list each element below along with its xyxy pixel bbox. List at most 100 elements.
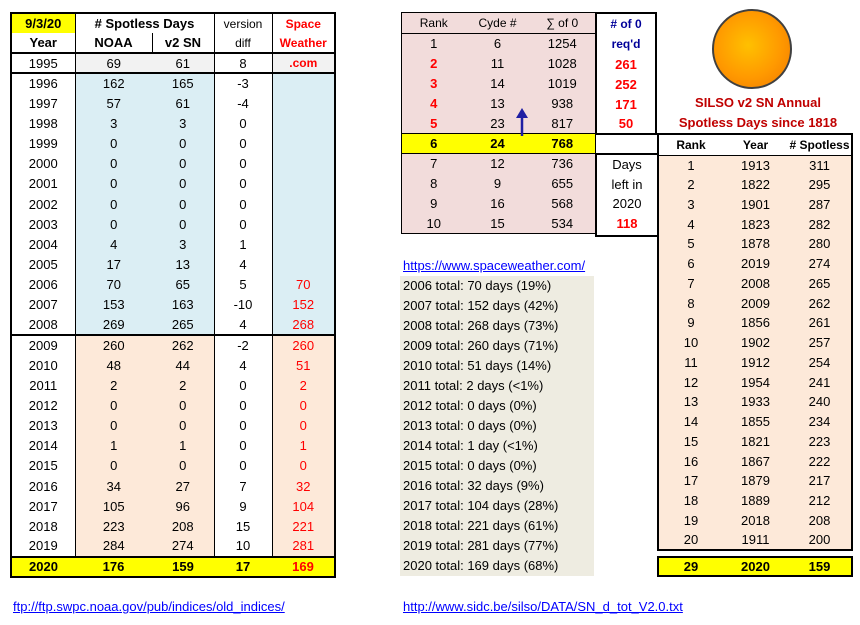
table-row: 2001 0 0 0 bbox=[11, 173, 335, 194]
table-row: 1997 57 61 -4 bbox=[11, 93, 335, 114]
weather-header: Weather bbox=[272, 33, 335, 54]
reqd-header: req'd bbox=[611, 37, 641, 51]
total-line: 2018 total: 221 days (61%) bbox=[403, 518, 559, 533]
table-row: 2016 34 27 7 32 bbox=[11, 475, 335, 497]
silso-year-cell: 1933 bbox=[741, 394, 770, 410]
total-line: 2013 total: 0 days (0%) bbox=[403, 418, 537, 433]
cycle-row: 7 12 736 bbox=[401, 153, 596, 174]
cycle-rank-cell: 2 bbox=[430, 56, 438, 71]
version-header: version bbox=[214, 13, 273, 33]
v2-cell: 0 bbox=[152, 395, 215, 416]
silso-rank-cell: 18 bbox=[683, 493, 699, 509]
noaa-cell: 0 bbox=[75, 193, 152, 215]
total-line: 2008 total: 268 days (73%) bbox=[403, 318, 559, 333]
silso-year-cell: 1889 bbox=[741, 493, 770, 509]
total-line: 2019 total: 281 days (77%) bbox=[403, 538, 559, 553]
silso-year-cell: 1912 bbox=[741, 354, 770, 370]
current-rank: 29 bbox=[683, 559, 699, 574]
silso-spotless-cell: 262 bbox=[808, 295, 831, 311]
year-cell: 2009 bbox=[11, 333, 76, 356]
diff-cell: 0 bbox=[214, 113, 273, 134]
cycle-row: 9 16 568 bbox=[401, 193, 596, 214]
diff-cell: 0 bbox=[214, 395, 273, 416]
cycle-row: 3 14 1019 bbox=[401, 73, 596, 94]
cycle-number-cell: 11 bbox=[490, 56, 505, 71]
silso-rank-cell: 3 bbox=[687, 196, 695, 212]
total-noaa-cell: 176 bbox=[75, 555, 152, 577]
cycle-rank-table: Rank Cyde # ∑ of 0 1 6 1254 2 11 1028 3 14 1019 4 13 9… bbox=[401, 12, 596, 234]
noaa-cell: 0 bbox=[75, 173, 152, 194]
space-weather-cell: .com bbox=[272, 53, 335, 75]
silso-row: 3 1901 287 bbox=[658, 194, 852, 215]
noaa-cell: 2 bbox=[75, 375, 152, 396]
silso-year-cell: 1867 bbox=[741, 453, 770, 469]
reqd-value-cell: 261 bbox=[615, 56, 637, 72]
required-days-table: # of 0 req'd 261 252 171 50 bbox=[595, 12, 657, 135]
req-row: 252 bbox=[596, 74, 656, 94]
silso-rank-cell: 9 bbox=[687, 315, 695, 331]
year-cell: 1998 bbox=[11, 113, 76, 134]
silso-spotless-cell: 280 bbox=[808, 236, 831, 252]
cycle-rank-cell: 6 bbox=[401, 133, 466, 154]
space-weather-cell bbox=[272, 133, 335, 154]
up-arrow-icon bbox=[515, 108, 529, 138]
silso-header-row: Rank Year # Spotless bbox=[658, 134, 852, 156]
year-cell: 2017 bbox=[11, 496, 76, 517]
silso-year-cell: 1879 bbox=[741, 473, 770, 489]
silso-row: 8 2009 262 bbox=[658, 293, 852, 313]
silso-title-line2: Spotless Days since 1818 bbox=[678, 115, 838, 130]
table-row: 2000 0 0 0 bbox=[11, 153, 335, 174]
space-weather-cell: 281 bbox=[272, 536, 335, 557]
space-weather-cell bbox=[272, 73, 335, 94]
year-cell: 2002 bbox=[11, 193, 76, 215]
diff-cell: 4 bbox=[214, 314, 273, 335]
silso-spotless-cell: 254 bbox=[808, 354, 831, 370]
v2-header: v2 SN bbox=[152, 33, 215, 54]
table-row: 2012 0 0 0 0 bbox=[11, 395, 335, 416]
v2-cell: 0 bbox=[152, 153, 215, 174]
cycle-row: 5 23 817 bbox=[401, 113, 596, 134]
table-row: 1995 69 61 8 .com bbox=[11, 53, 335, 75]
header-row-2: Year NOAA v2 SN diff Weather bbox=[11, 33, 335, 54]
silso-row: 9 1856 261 bbox=[658, 313, 852, 333]
noaa-cell: 0 bbox=[75, 415, 152, 436]
noaa-cell: 48 bbox=[75, 355, 152, 376]
silso-spotless-cell: 217 bbox=[808, 473, 831, 489]
noaa-cell: 1 bbox=[75, 435, 152, 456]
silso-rank-cell: 14 bbox=[683, 414, 699, 430]
year-cell: 2019 bbox=[11, 536, 76, 557]
cycle-sum-cell: 1254 bbox=[547, 36, 577, 52]
space-weather-cell: 51 bbox=[272, 355, 335, 376]
totals-list: 2006 total: 70 days (19%) 2007 total: 152… bbox=[400, 276, 594, 576]
sidc-link[interactable]: http://www.sidc.be/silso/DATA/SN_d_tot_V… bbox=[403, 599, 683, 614]
silso-rank-cell: 5 bbox=[687, 236, 695, 252]
space-weather-cell bbox=[272, 214, 335, 235]
noaa-cell: 34 bbox=[75, 475, 152, 497]
noaa-cell: 70 bbox=[75, 274, 152, 295]
cycle-rank-cell: 4 bbox=[430, 96, 438, 111]
silso-row: 16 1867 222 bbox=[658, 451, 852, 471]
days-left-label-2: left in bbox=[611, 176, 643, 192]
silso-row: 1 1913 311 bbox=[658, 155, 852, 175]
total-line: 2014 total: 1 day (<1%) bbox=[403, 438, 538, 453]
diff-cell: 1 bbox=[214, 234, 273, 255]
cycle-number-cell: 15 bbox=[490, 215, 505, 231]
noaa-ftp-link[interactable]: ftp://ftp.swpc.noaa.gov/pub/indices/old_… bbox=[13, 599, 285, 614]
diff-cell: 15 bbox=[214, 516, 273, 537]
cycle-row: 8 9 655 bbox=[401, 173, 596, 194]
v2-cell: 274 bbox=[152, 536, 215, 557]
spaceweather-link[interactable]: https://www.spaceweather.com/ bbox=[403, 258, 586, 273]
req-row: 171 bbox=[596, 94, 656, 114]
cycle-sum-cell: 1019 bbox=[547, 76, 577, 91]
silso-row: 6 2019 274 bbox=[658, 253, 852, 274]
diff-cell: 10 bbox=[214, 536, 273, 557]
space-weather-cell: 104 bbox=[272, 496, 335, 517]
total-line: 2009 total: 260 days (71%) bbox=[403, 338, 559, 353]
days-left-box: Days left in 2020 118 bbox=[595, 153, 659, 237]
silso-year-cell: 2008 bbox=[741, 275, 770, 291]
space-weather-cell: 2 bbox=[272, 375, 335, 396]
table-row: 2004 4 3 1 bbox=[11, 234, 335, 255]
v2-cell: 1 bbox=[152, 435, 215, 456]
current-year-row: 2020 176 159 17 169 bbox=[11, 555, 335, 577]
